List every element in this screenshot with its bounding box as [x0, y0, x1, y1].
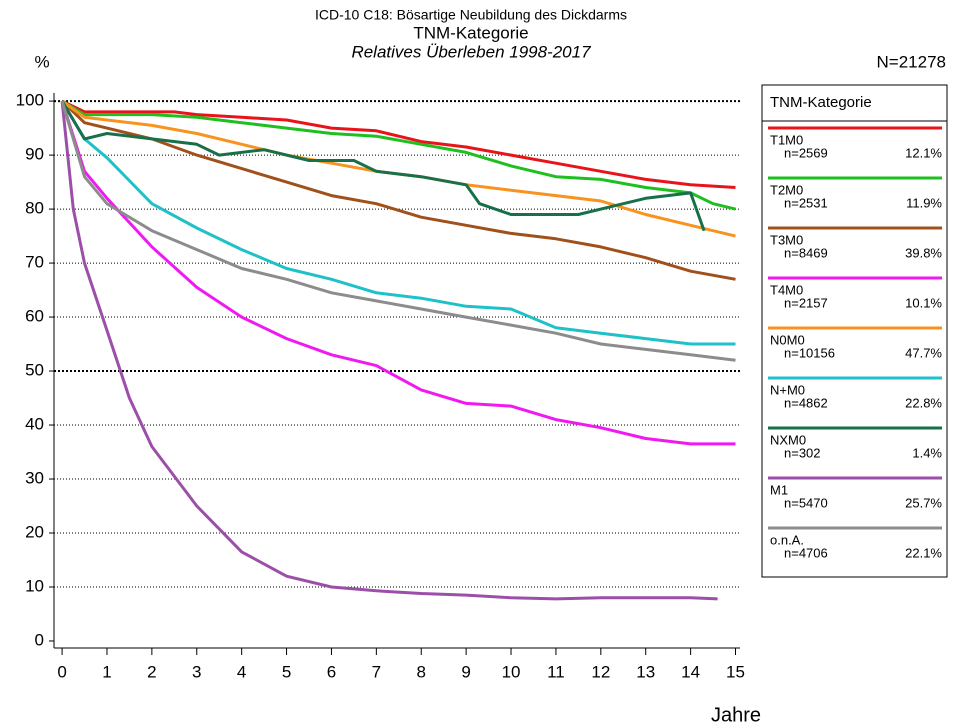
legend-count: n=2569 [784, 145, 828, 160]
y-tick-label: 40 [25, 415, 44, 434]
y-tick-label: 50 [25, 361, 44, 380]
y-tick-label: 90 [25, 145, 44, 164]
y-tick-label: 100 [16, 91, 44, 110]
legend-count: n=4706 [784, 545, 828, 560]
y-tick-label: 30 [25, 469, 44, 488]
x-tick-label: 6 [327, 662, 336, 681]
legend-count: n=5470 [784, 495, 828, 510]
legend-share: 1.4% [912, 445, 942, 460]
legend-share: 25.7% [905, 495, 942, 510]
chart-title: ICD-10 C18: Bösartige Neubildung des Dic… [315, 7, 627, 23]
total-count: N=21278 [877, 52, 946, 71]
legend-label: T2M0 [770, 182, 803, 197]
x-tick-label: 15 [726, 662, 745, 681]
legend-label: T4M0 [770, 282, 803, 297]
x-tick-label: 2 [147, 662, 156, 681]
legend-count: n=2157 [784, 295, 828, 310]
x-tick-label: 9 [461, 662, 470, 681]
x-tick-label: 11 [547, 662, 565, 681]
legend-label: M1 [770, 482, 788, 497]
survival-line [61, 99, 736, 238]
legend-box [761, 84, 948, 578]
legend-share: 11.9% [906, 195, 942, 210]
survival-line [60, 100, 706, 232]
x-tick-label: 1 [102, 662, 111, 681]
survival-line [60, 100, 718, 601]
legend-share: 12.1% [905, 145, 942, 160]
legend-count: n=8469 [784, 245, 828, 260]
legend-title: TNM-Kategorie [770, 94, 872, 111]
x-tick-label: 5 [282, 662, 291, 681]
y-tick-label: 70 [25, 253, 44, 272]
survival-line [60, 100, 736, 446]
legend-share: 22.1% [905, 545, 942, 560]
y-tick-label: 60 [25, 307, 44, 326]
x-tick-label: 8 [417, 662, 426, 681]
x-tick-label: 10 [502, 662, 521, 681]
legend-label: T1M0 [770, 132, 803, 147]
x-tick-label: 0 [57, 662, 66, 681]
legend-label: N0M0 [770, 332, 805, 347]
survival-line [61, 100, 736, 281]
y-tick-label: 10 [25, 576, 44, 595]
chart-subtitle: TNM-Kategorie [413, 23, 528, 42]
y-axis-label: % [34, 52, 49, 71]
legend-count: n=302 [784, 445, 821, 460]
legend-count: n=2531 [784, 195, 828, 210]
legend-share: 22.8% [905, 395, 942, 410]
x-tick-label: 13 [636, 662, 655, 681]
legend-share: 39.8% [905, 245, 942, 260]
legend-label: T3M0 [770, 232, 803, 247]
legend-label: NXM0 [770, 432, 806, 447]
y-tick-label: 0 [35, 630, 44, 649]
x-tick-label: 14 [681, 662, 700, 681]
y-tick-label: 80 [25, 199, 44, 218]
y-tick-label: 20 [25, 522, 44, 541]
x-tick-label: 7 [372, 662, 381, 681]
legend-count: n=4862 [784, 395, 828, 410]
legend-share: 47.7% [905, 345, 942, 360]
legend-label: o.n.A. [770, 532, 804, 547]
x-tick-label: 3 [192, 662, 201, 681]
survival-line [61, 99, 736, 189]
survival-line [60, 100, 736, 362]
survival-line [61, 99, 736, 211]
legend-label: N+M0 [770, 382, 805, 397]
x-tick-label: 4 [237, 662, 246, 681]
legend-count: n=10156 [784, 345, 835, 360]
x-axis-label: Jahre [711, 704, 761, 726]
survival-line [60, 100, 736, 346]
legend-share: 10.1% [905, 295, 942, 310]
chart-subtitle2: Relatives Überleben 1998-2017 [351, 42, 591, 61]
x-tick-label: 12 [591, 662, 610, 681]
